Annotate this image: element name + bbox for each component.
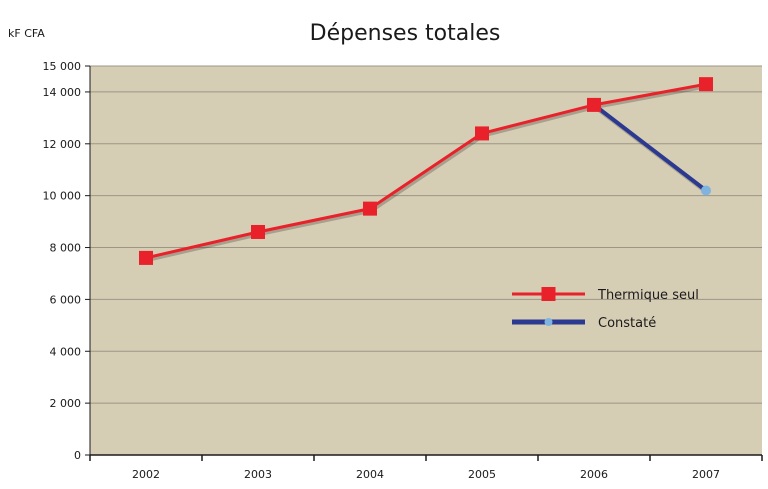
y-tick-label: 4 000 bbox=[50, 345, 82, 358]
series-layer bbox=[139, 77, 713, 265]
x-tick-label: 2002 bbox=[132, 468, 160, 481]
legend: Thermique seul Constaté bbox=[512, 287, 699, 331]
y-tick-label: 8 000 bbox=[50, 242, 82, 255]
series-line bbox=[592, 102, 708, 193]
data-point-square bbox=[475, 126, 489, 141]
x-tick-label: 2004 bbox=[356, 468, 384, 481]
legend-label: Constaté bbox=[598, 316, 656, 331]
gridlines bbox=[90, 65, 762, 404]
x-tick-label: 2007 bbox=[692, 468, 720, 481]
y-tick-label: 14 000 bbox=[43, 86, 82, 99]
data-point-square bbox=[363, 201, 377, 216]
x-axis-ticks: 2002 2003 2004 2005 2006 2007 bbox=[89, 455, 763, 481]
legend-label: Thermique seul bbox=[597, 288, 699, 303]
data-point-square bbox=[587, 97, 601, 112]
data-point-square bbox=[139, 250, 153, 265]
y-tick-label: 10 000 bbox=[43, 190, 82, 203]
legend-marker-square bbox=[541, 287, 556, 301]
legend-marker-circle bbox=[544, 318, 553, 326]
series-line-shadow bbox=[147, 85, 708, 262]
series-line bbox=[144, 82, 708, 260]
x-tick-label: 2006 bbox=[580, 468, 608, 481]
y-tick-label: 12 000 bbox=[43, 138, 82, 151]
x-tick-label: 2005 bbox=[468, 468, 496, 481]
data-point-square bbox=[251, 224, 265, 239]
chart-title: Dépenses totales bbox=[310, 21, 501, 46]
x-tick-label: 2003 bbox=[244, 468, 272, 481]
data-point-circle bbox=[701, 185, 711, 196]
plot-area bbox=[90, 66, 762, 455]
y-axis-unit-label: kF CFA bbox=[8, 27, 45, 40]
data-point-square bbox=[699, 77, 713, 92]
y-axis-ticks: 0 2 000 4 000 6 000 8 000 10 000 12 000 14 000 1… bbox=[43, 60, 90, 462]
y-tick-label: 6 000 bbox=[50, 293, 82, 306]
y-tick-label: 2 000 bbox=[50, 397, 82, 410]
y-tick-label: 0 bbox=[74, 449, 81, 462]
y-tick-label: 15 000 bbox=[43, 60, 82, 73]
